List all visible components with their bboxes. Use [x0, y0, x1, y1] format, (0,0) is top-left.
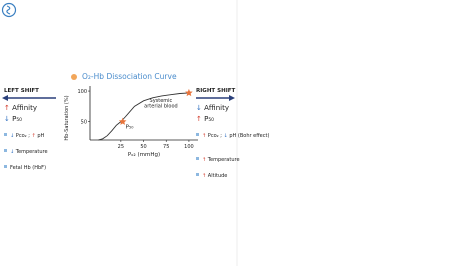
bullet: [196, 133, 199, 136]
right-item: ↑ Altitude: [202, 173, 227, 179]
x-tick-label: 25: [118, 144, 124, 150]
logo: [1, 2, 17, 18]
right-arrow-head: [229, 95, 235, 101]
bullet: [4, 165, 7, 168]
left-arrow-head: [2, 95, 8, 101]
y-axis-label: Hb-Saturation (%): [64, 95, 70, 140]
right-main: ↓ Affinity: [196, 104, 229, 112]
x-tick-label: 100: [184, 144, 194, 150]
chart-title: O₂-Hb Dissociation Curve: [82, 72, 177, 81]
left-item: Fetal Hb (HbF): [10, 165, 46, 171]
logo-mark: [6, 5, 11, 15]
right-item: ↑ Temperature: [202, 157, 240, 163]
bullet: [4, 149, 7, 152]
bullet: [4, 133, 7, 136]
y-tick-label: 50: [81, 119, 87, 125]
annotation: P₅₀: [126, 124, 135, 130]
left-item: ↓ Pco₂ ; ↑ pH: [10, 133, 45, 139]
title-icon: [71, 74, 77, 80]
left-heading: LEFT SHIFT: [4, 88, 39, 94]
left-main: ↓ P₅₀: [4, 115, 22, 123]
annotation: Systemic arterial blood: [144, 97, 178, 109]
y-tick-label: 100: [77, 89, 87, 95]
x-axis-label: Pₒ₂ (mmHg): [128, 152, 160, 158]
bullet: [196, 157, 199, 160]
right-main: ↑ P₅₀: [196, 115, 214, 123]
annotation-star: [185, 88, 193, 97]
bullet: [196, 173, 199, 176]
curve: [98, 92, 189, 141]
left-item: ↓ Temperature: [10, 149, 48, 155]
x-tick-label: 50: [140, 144, 146, 150]
right-item: ↑ Pco₂ ; ↓ pH (Bohr effect): [202, 133, 269, 139]
x-tick-label: 75: [163, 144, 169, 150]
left-main: ↑ Affinity: [4, 104, 37, 112]
annotation-star: [118, 117, 127, 125]
right-heading: RIGHT SHIFT: [196, 88, 236, 94]
